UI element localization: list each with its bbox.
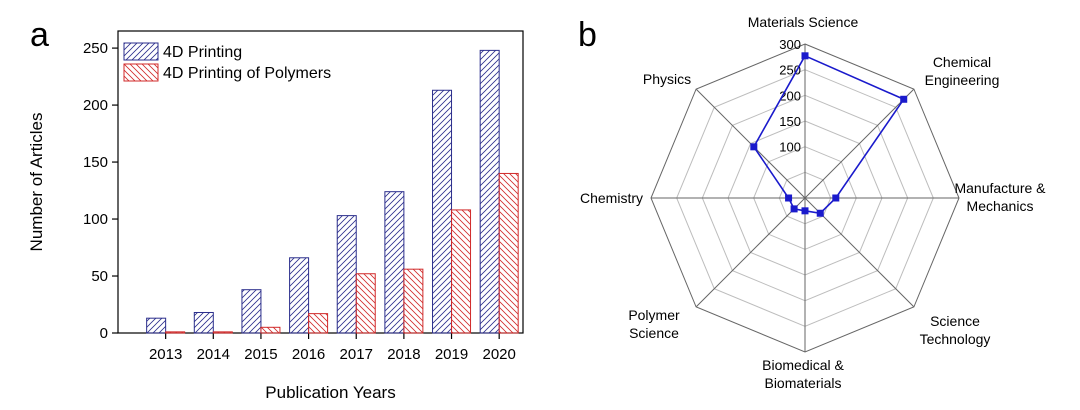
radar-data-point bbox=[816, 209, 824, 217]
x-tick-label: 2016 bbox=[292, 346, 325, 363]
radar-data-point bbox=[801, 207, 809, 215]
radar-axis-label: Science Technology bbox=[920, 313, 991, 347]
legend-swatch bbox=[123, 42, 159, 61]
radar-data-point bbox=[790, 205, 798, 213]
y-tick-label: 200 bbox=[83, 97, 108, 114]
bar bbox=[212, 331, 233, 334]
x-tick-label: 2017 bbox=[340, 346, 373, 363]
panel-letter-b: b bbox=[578, 16, 597, 54]
legend-label: 4D Printing of Polymers bbox=[163, 65, 331, 82]
legend-label: 4D Printing bbox=[163, 44, 242, 61]
x-tick-label: 2019 bbox=[435, 346, 468, 363]
radar-axis-label: Physics bbox=[643, 71, 691, 87]
x-tick-label: 2018 bbox=[387, 346, 420, 363]
radar-axis-label: Materials Science bbox=[748, 14, 859, 30]
bar-chart-panel: a 0 50 100 150 200 250 2013 2014 2015 2016 2017 201… bbox=[27, 16, 524, 402]
panel-letter-a: a bbox=[30, 16, 49, 54]
radar-axis-label: Polymer Science bbox=[628, 307, 680, 341]
radar-data-point bbox=[801, 52, 809, 60]
x-tick-label: 2015 bbox=[244, 346, 277, 363]
y-tick-label: 50 bbox=[91, 268, 108, 285]
radar-axis-label: Chemistry bbox=[580, 190, 643, 206]
radar-data-point bbox=[832, 194, 840, 202]
x-axis-title: Publication Years bbox=[265, 383, 395, 402]
y-axis-title: Number of Articles bbox=[27, 113, 46, 252]
radar-axis-label: Biomedical & Biomaterials bbox=[762, 357, 844, 391]
bar bbox=[308, 313, 329, 334]
radar-spoke bbox=[695, 197, 806, 308]
bar bbox=[193, 311, 214, 334]
bar bbox=[498, 172, 519, 334]
bar bbox=[146, 317, 167, 334]
radar-data-point bbox=[900, 95, 908, 103]
bar-plot-area: 0 50 100 150 200 250 2013 2014 2015 2016 2017 2018 2… bbox=[27, 30, 524, 402]
radar-data-point bbox=[785, 194, 793, 202]
bar bbox=[403, 268, 424, 334]
y-tick-label: 150 bbox=[83, 154, 108, 171]
bar bbox=[432, 89, 453, 334]
y-tick-label: 0 bbox=[100, 325, 108, 342]
x-tick-label: 2020 bbox=[482, 346, 515, 363]
x-tick-label: 2014 bbox=[197, 346, 230, 363]
legend-swatch bbox=[123, 63, 159, 82]
bar bbox=[260, 326, 281, 334]
radar-axis-label: Chemical Engineering bbox=[925, 54, 1000, 88]
radar-tick-label: 300 bbox=[779, 37, 801, 52]
y-tick-label: 250 bbox=[83, 40, 108, 57]
bar bbox=[355, 273, 376, 334]
legend: 4D Printing 4D Printing of Polymers bbox=[123, 42, 331, 82]
radar-tick-label: 100 bbox=[779, 140, 801, 155]
bar bbox=[289, 257, 310, 334]
bar bbox=[451, 209, 472, 334]
radar-data-point bbox=[750, 143, 758, 151]
bar bbox=[241, 289, 262, 334]
y-tick-label: 100 bbox=[83, 211, 108, 228]
bar bbox=[165, 331, 186, 334]
radar-tick-label: 150 bbox=[779, 114, 801, 129]
x-tick-label: 2013 bbox=[149, 346, 182, 363]
bar bbox=[384, 191, 405, 334]
radar-axis-label: Manufacture & Mechanics bbox=[954, 180, 1046, 214]
radar-spoke bbox=[804, 88, 915, 199]
bar bbox=[336, 215, 357, 334]
bar bbox=[479, 49, 500, 334]
